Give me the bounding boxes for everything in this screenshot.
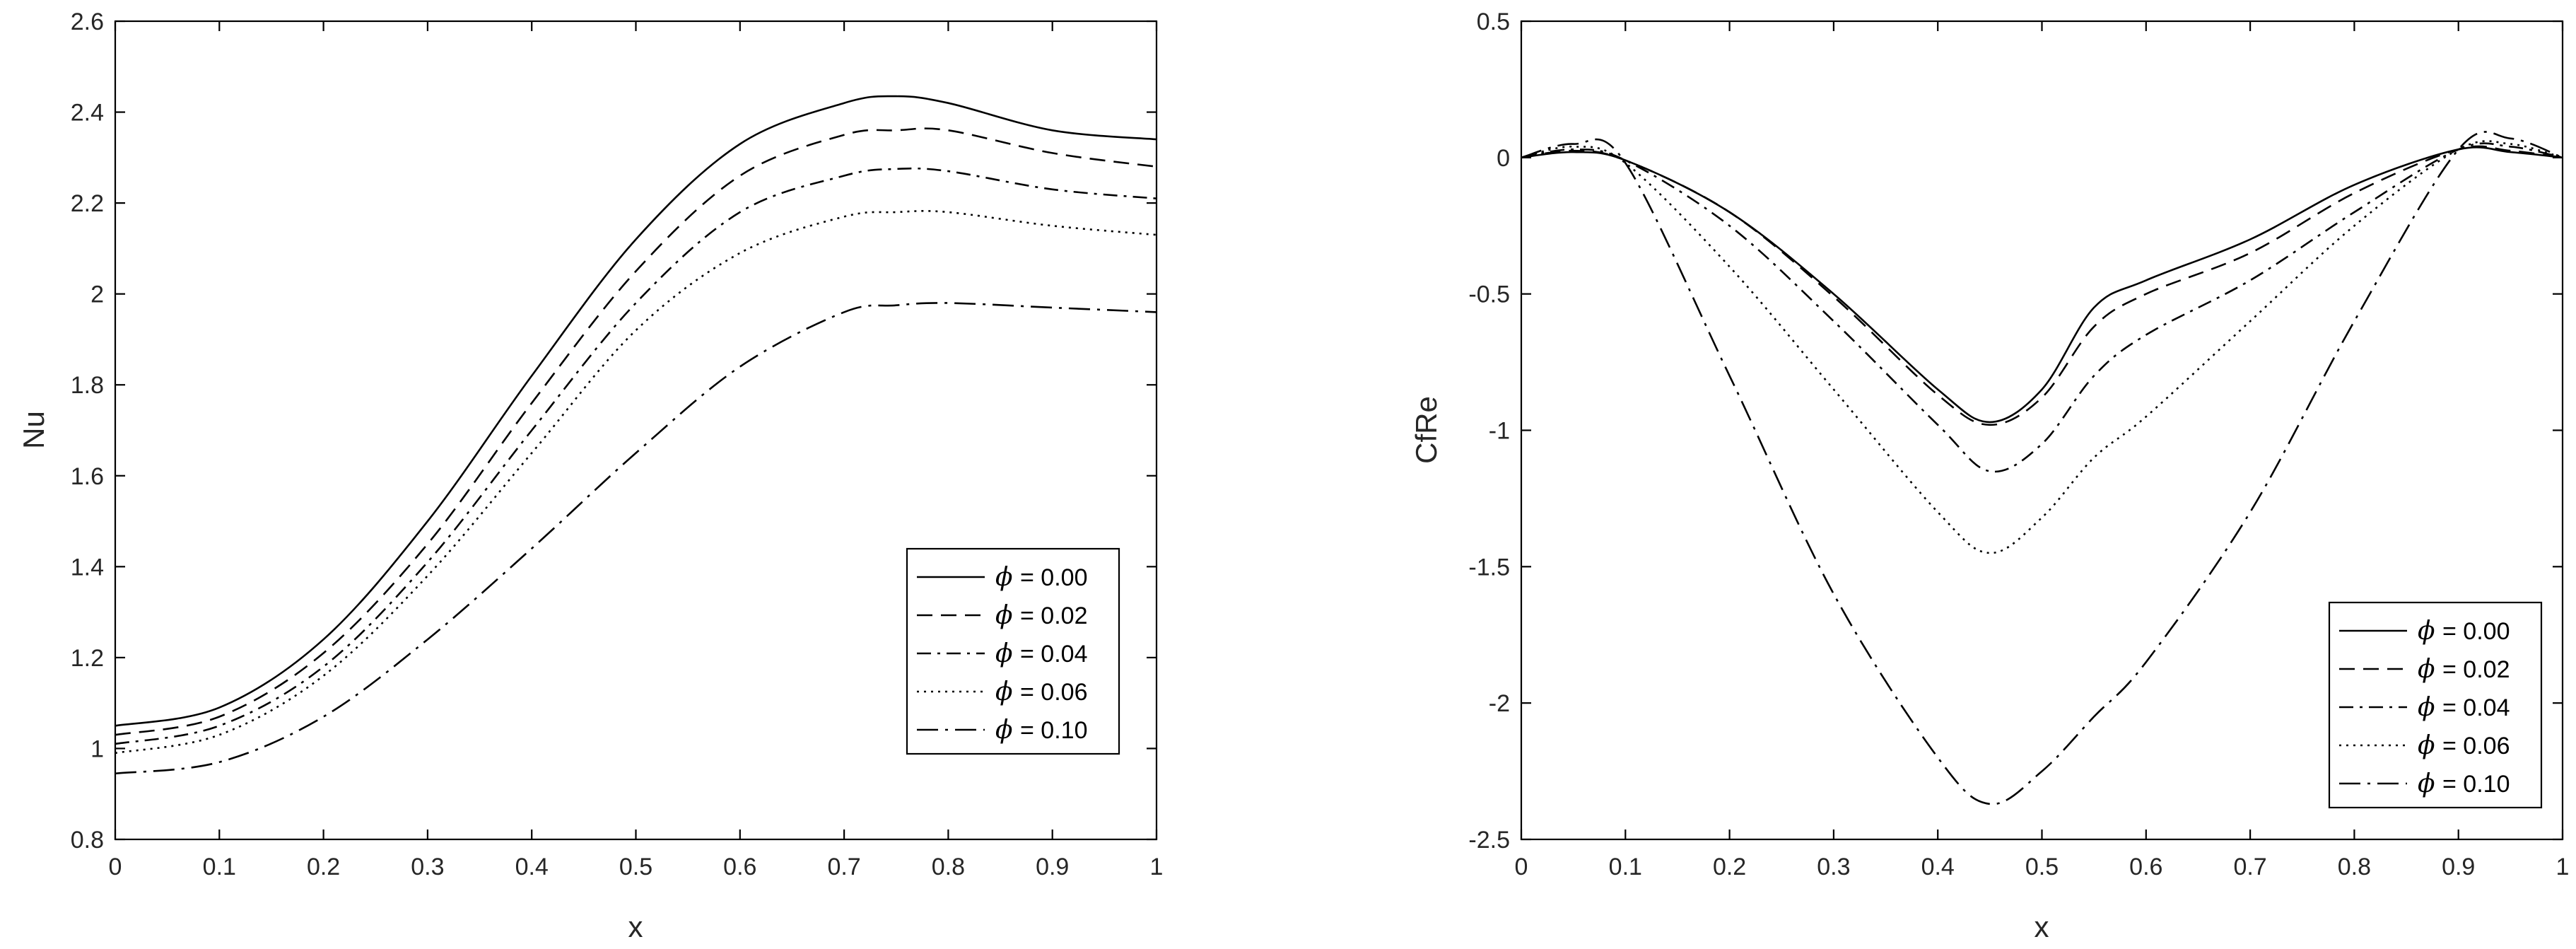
series-line-3	[1521, 140, 2563, 554]
x-tick-label: 0.4	[1921, 854, 1955, 880]
x-tick-label: 1	[2556, 854, 2570, 880]
legend-entry-label: = 0.04	[2442, 694, 2510, 721]
nu-legend-entries: ϕ = 0.00 ϕ = 0.02 ϕ = 0.04 ϕ = 0.06 ϕ = 0.10	[917, 563, 1087, 745]
x-tick-label: 0.8	[2338, 854, 2371, 880]
x-tick-label: 0.1	[1609, 854, 1642, 880]
y-tick-label: 0.5	[1477, 8, 1510, 35]
y-tick-label: -2	[1489, 690, 1510, 717]
cfre-legend-entries: ϕ = 0.00 ϕ = 0.02 ϕ = 0.04 ϕ = 0.06 ϕ = 0.10	[2339, 617, 2510, 798]
y-tick-label: -2.5	[1468, 827, 1510, 854]
y-tick-label: 1.2	[71, 645, 104, 672]
legend-phi-symbol: ϕ	[995, 563, 1013, 592]
y-tick-label: 2	[90, 281, 104, 308]
x-tick-label: 0.8	[932, 854, 965, 880]
x-tick-label: 0.5	[2025, 854, 2059, 880]
x-tick-label: 0.6	[2129, 854, 2162, 880]
legend-entry-label: = 0.06	[1020, 679, 1087, 706]
series-line-0	[1521, 146, 2563, 424]
legend-entry-label: = 0.10	[2442, 771, 2510, 798]
x-tick-label: 0.5	[619, 854, 652, 880]
x-tick-label: 0.9	[2442, 854, 2475, 880]
x-tick-label: 0.7	[2233, 854, 2266, 880]
x-tick-label: 0.1	[203, 854, 236, 880]
legend-entry-label: = 0.10	[1020, 717, 1087, 744]
y-tick-label: 1.6	[71, 463, 104, 490]
y-tick-label: 1.4	[71, 554, 104, 581]
legend-phi-symbol: ϕ	[995, 639, 1013, 668]
x-tick-label: 1	[1150, 854, 1164, 880]
series-line-1	[115, 127, 1157, 736]
x-tick-label: 0.9	[1036, 854, 1069, 880]
legend-entry-label: = 0.02	[1020, 602, 1087, 629]
y-tick-label: -1.5	[1468, 554, 1510, 581]
x-tick-label: 0.2	[1713, 854, 1746, 880]
y-tick-label: -1	[1489, 418, 1510, 445]
x-tick-label: 0	[1515, 854, 1528, 880]
nu-series	[115, 95, 1157, 775]
cfre-x-ticks: 0 0.1 0.2 0.3 0.4 0.5 0.6 0.7 0.8 0.9 1	[1515, 21, 2570, 880]
legend-phi-symbol: ϕ	[2418, 769, 2435, 798]
legend-entry-label: = 0.02	[2442, 656, 2510, 683]
x-tick-label: 0	[109, 854, 122, 880]
cfre-legend: ϕ = 0.00 ϕ = 0.02 ϕ = 0.04 ϕ = 0.06 ϕ = 0.10	[2328, 601, 2543, 809]
nu-x-label: x	[628, 910, 643, 943]
legend-phi-symbol: ϕ	[995, 677, 1013, 706]
legend-phi-symbol: ϕ	[2418, 731, 2435, 760]
y-tick-label: 1	[90, 735, 104, 762]
series-line-1	[1521, 145, 2563, 426]
legend-entry-label: = 0.00	[1020, 564, 1087, 591]
nu-y-label: Nu	[17, 411, 50, 449]
series-line-4	[1521, 131, 2563, 805]
y-tick-label: 2.4	[71, 100, 104, 127]
x-tick-label: 0.6	[723, 854, 756, 880]
series-line-3	[115, 210, 1157, 755]
cfre-plot: 0 0.1 0.2 0.3 0.4 0.5 0.6 0.7 0.8 0.9 1 -2.5 -2 -1.5…	[1410, 8, 2569, 943]
nu-legend: ϕ = 0.00 ϕ = 0.02 ϕ = 0.04 ϕ = 0.06 ϕ = 0.10	[906, 547, 1120, 755]
x-tick-label: 0.2	[307, 854, 340, 880]
y-tick-label: -0.5	[1468, 281, 1510, 308]
cfre-x-label: x	[2035, 910, 2049, 943]
x-tick-label: 0.4	[515, 854, 549, 880]
cfre-legend-box	[2328, 601, 2543, 809]
y-tick-label: 2.6	[71, 8, 104, 35]
cfre-series	[1521, 131, 2563, 805]
legend-phi-symbol: ϕ	[2418, 617, 2435, 646]
y-tick-label: 0.8	[71, 827, 104, 854]
nu-y-ticks: 0.8 1 1.2 1.4 1.6 1.8 2 2.2 2.4 2.6	[71, 8, 1157, 854]
series-line-2	[1521, 142, 2563, 473]
x-tick-label: 0.3	[411, 854, 444, 880]
legend-phi-symbol: ϕ	[2418, 655, 2435, 684]
cfre-y-label: CfRe	[1410, 396, 1443, 464]
x-tick-label: 0.7	[827, 854, 860, 880]
legend-phi-symbol: ϕ	[995, 716, 1013, 745]
series-line-4	[115, 302, 1157, 775]
nu-x-ticks: 0 0.1 0.2 0.3 0.4 0.5 0.6 0.7 0.8 0.9 1	[109, 21, 1164, 880]
y-tick-label: 0	[1497, 145, 1510, 172]
x-tick-label: 0.3	[1817, 854, 1850, 880]
nu-legend-box	[906, 547, 1120, 755]
legend-entry-label: = 0.06	[2442, 733, 2510, 759]
y-tick-label: 2.2	[71, 190, 104, 217]
legend-phi-symbol: ϕ	[2418, 693, 2435, 722]
legend-entry-label: = 0.04	[1020, 641, 1087, 668]
legend-phi-symbol: ϕ	[995, 601, 1013, 630]
y-tick-label: 1.8	[71, 372, 104, 399]
legend-entry-label: = 0.00	[2442, 618, 2510, 645]
series-line-0	[115, 95, 1157, 727]
nu-plot: 0 0.1 0.2 0.3 0.4 0.5 0.6 0.7 0.8 0.9 1 0.8 1 1.2 1.4…	[17, 8, 1163, 943]
